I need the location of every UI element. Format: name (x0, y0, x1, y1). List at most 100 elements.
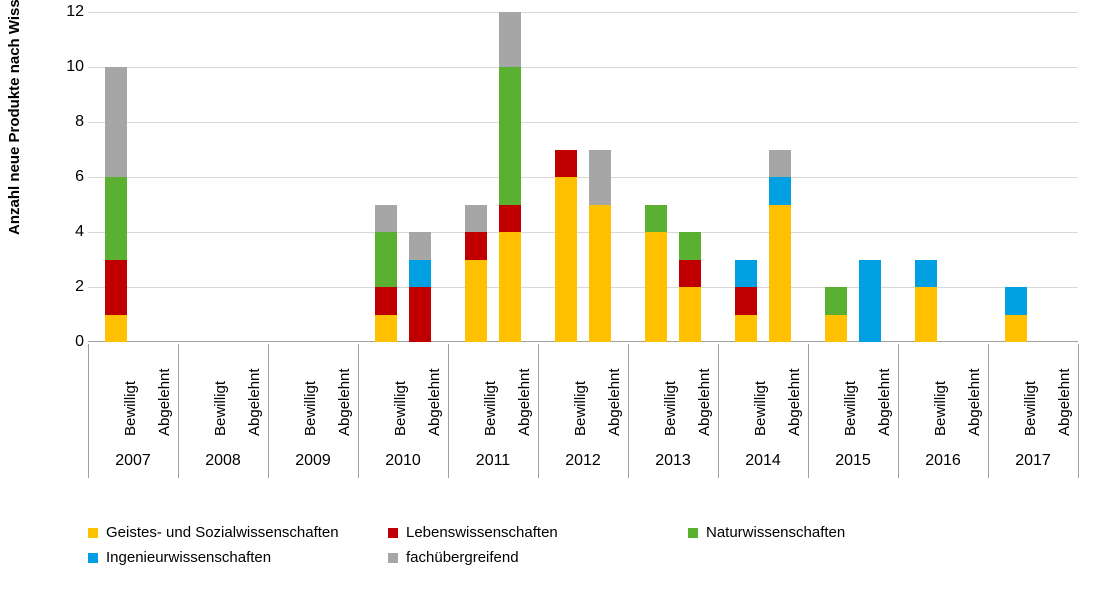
bar-segment-geistes (679, 287, 701, 342)
year-label: 2016 (898, 452, 988, 470)
subcat-label: Bewilligt (1022, 381, 1039, 436)
year-label: 2011 (448, 452, 538, 470)
bar-segment-ingen (735, 260, 757, 288)
stacked-bar (859, 260, 881, 343)
bar-segment-natur (375, 232, 397, 287)
legend-swatch (88, 553, 98, 563)
stacked-bar (555, 150, 577, 343)
year-separator (178, 344, 179, 478)
bar-segment-geistes (375, 315, 397, 343)
bar-segment-ingen (1005, 287, 1027, 315)
subcat-label: Abgelehnt (156, 368, 173, 436)
legend-swatch (388, 553, 398, 563)
chart-container: Anzahl neue Produkte nach Wissenschaftsb… (0, 0, 1100, 596)
y-tick-label: 10 (58, 58, 84, 76)
bar-segment-natur (679, 232, 701, 260)
year-separator (268, 344, 269, 478)
stacked-bar (679, 232, 701, 342)
year-separator (448, 344, 449, 478)
subcat-label: Abgelehnt (876, 368, 893, 436)
subcat-label: Bewilligt (842, 381, 859, 436)
bar-segment-geistes (105, 315, 127, 343)
bar-segment-geistes (589, 205, 611, 343)
stacked-bar (105, 67, 127, 342)
bar-segment-fach (589, 150, 611, 205)
subcat-label: Bewilligt (662, 381, 679, 436)
legend-swatch (688, 528, 698, 538)
legend-item: Naturwissenschaften (688, 524, 988, 541)
bar-segment-lebens (375, 287, 397, 315)
year-label: 2010 (358, 452, 448, 470)
bar-segment-geistes (1005, 315, 1027, 343)
bar-segment-ingen (769, 177, 791, 205)
subcat-label: Bewilligt (122, 381, 139, 436)
bar-segment-fach (499, 12, 521, 67)
subcat-label: Bewilligt (932, 381, 949, 436)
subcat-label: Abgelehnt (966, 368, 983, 436)
stacked-bar (499, 12, 521, 342)
year-label: 2009 (268, 452, 358, 470)
year-separator (718, 344, 719, 478)
bar-segment-geistes (645, 232, 667, 342)
y-tick-label: 0 (58, 333, 84, 351)
subcat-label: Abgelehnt (426, 368, 443, 436)
bar-segment-natur (499, 67, 521, 205)
bar-segment-lebens (409, 287, 431, 342)
subcat-label: Abgelehnt (246, 368, 263, 436)
bar-segment-fach (465, 205, 487, 233)
bar-segment-lebens (499, 205, 521, 233)
bar-segment-fach (409, 232, 431, 260)
y-tick-label: 4 (58, 223, 84, 241)
year-label: 2008 (178, 452, 268, 470)
subcat-label: Bewilligt (302, 381, 319, 436)
year-separator (988, 344, 989, 478)
subcat-label: Bewilligt (212, 381, 229, 436)
subcat-label: Abgelehnt (786, 368, 803, 436)
year-separator (358, 344, 359, 478)
subcat-label: Bewilligt (392, 381, 409, 436)
legend-label: fachübergreifend (406, 549, 519, 566)
bar-segment-geistes (735, 315, 757, 343)
bar-segment-fach (375, 205, 397, 233)
bar-segment-lebens (465, 232, 487, 260)
bar-segment-geistes (825, 315, 847, 343)
legend-item: Ingenieurwissenschaften (88, 549, 388, 566)
bar-segment-geistes (499, 232, 521, 342)
bar-segment-geistes (769, 205, 791, 343)
year-label: 2015 (808, 452, 898, 470)
bar-segment-fach (769, 150, 791, 178)
year-separator (898, 344, 899, 478)
bar-segment-ingen (915, 260, 937, 288)
y-tick-label: 8 (58, 113, 84, 131)
y-tick-label: 6 (58, 168, 84, 186)
bar-segment-geistes (555, 177, 577, 342)
subcat-label: Bewilligt (752, 381, 769, 436)
bar-segment-lebens (105, 260, 127, 315)
bar-segment-geistes (915, 287, 937, 342)
bar-segment-geistes (465, 260, 487, 343)
subcat-label: Abgelehnt (1056, 368, 1073, 436)
subcat-label: Bewilligt (572, 381, 589, 436)
subcat-label: Abgelehnt (336, 368, 353, 436)
stacked-bar (465, 205, 487, 343)
year-label: 2014 (718, 452, 808, 470)
stacked-bar (409, 232, 431, 342)
legend-label: Lebenswissenschaften (406, 524, 558, 541)
bar-segment-fach (105, 67, 127, 177)
subcat-label: Bewilligt (482, 381, 499, 436)
y-tick-label: 2 (58, 278, 84, 296)
legend-label: Geistes- und Sozialwissenschaften (106, 524, 339, 541)
bar-segment-natur (825, 287, 847, 315)
x-axis-labels: 2007BewilligtAbgelehnt2008BewilligtAbgel… (88, 344, 1078, 494)
year-separator (88, 344, 89, 478)
legend-swatch (88, 528, 98, 538)
bar-segment-lebens (735, 287, 757, 315)
year-label: 2012 (538, 452, 628, 470)
year-separator (808, 344, 809, 478)
bar-segment-lebens (679, 260, 701, 288)
bar-segment-lebens (555, 150, 577, 178)
legend: Geistes- und Sozialwissenschaften Lebensw… (88, 524, 1078, 574)
year-label: 2013 (628, 452, 718, 470)
year-separator (1078, 344, 1079, 478)
stacked-bar (645, 205, 667, 343)
